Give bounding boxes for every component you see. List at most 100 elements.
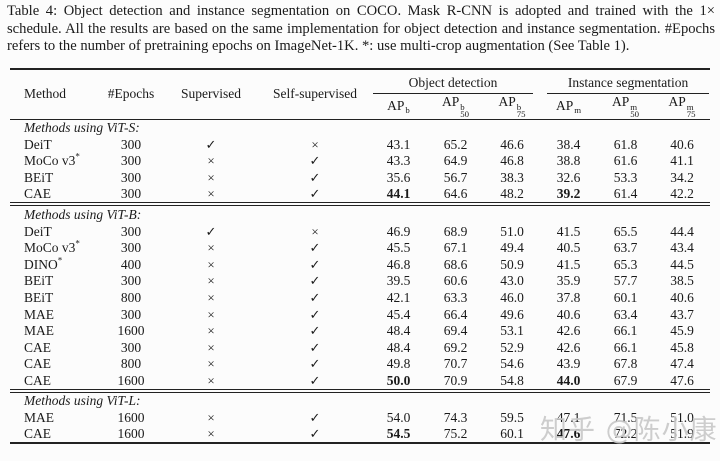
value-cell: 40.6: [670, 290, 694, 306]
method-name: DeiT: [24, 223, 52, 239]
value-cell: 47.4: [670, 356, 694, 372]
value-cell: 48.4: [386, 339, 411, 355]
value-cell: 63.7: [613, 240, 638, 256]
self-supervised-cell: ✓: [309, 356, 321, 372]
table-row: MoCo v3* 300 × ✓ 43.3 64.9 46.8 38.8 61.…: [10, 152, 710, 170]
value-cell: 63.3: [443, 290, 468, 306]
epochs-cell: 1600: [117, 410, 145, 426]
metric-sup: m: [574, 105, 582, 116]
metric-supsub: m 50: [630, 101, 640, 119]
table-row: CAE 800 × ✓ 49.8 70.7 54.6 43.9 67.8 47.…: [10, 356, 710, 373]
epochs-cell: 400: [120, 256, 142, 272]
epochs-cell: 300: [120, 186, 142, 202]
value-cell: 68.6: [443, 256, 468, 272]
table-row: MAE 300 × ✓ 45.4 66.4 49.6 40.6 63.4 43.…: [10, 306, 710, 323]
method-cell: MAE: [10, 323, 100, 340]
method-cell: CAE: [10, 356, 100, 373]
metric-sup: m: [630, 101, 638, 112]
metric-sub: 50: [630, 109, 640, 119]
metric-supsub: b: [405, 106, 409, 115]
col-header-method: Method: [10, 69, 100, 120]
group-label: Instance segmentation: [547, 75, 710, 94]
value-cell: 43.3: [386, 153, 411, 169]
method-name: CAE: [24, 356, 51, 372]
epochs-cell: 300: [120, 223, 142, 239]
self-supervised-cell: ✓: [309, 240, 321, 256]
self-supervised-cell: ×: [311, 136, 319, 152]
method-name: MoCo v3: [24, 153, 76, 169]
value-cell: 45.4: [386, 306, 411, 322]
epochs-cell: 800: [120, 356, 142, 372]
value-cell: 67.1: [443, 240, 468, 256]
value-cell: 60.1: [613, 290, 638, 306]
col-header-epochs: #Epochs: [100, 69, 162, 120]
value-cell: 38.8: [556, 153, 581, 169]
epochs-cell: 1600: [117, 323, 145, 339]
value-cell: 71.5: [613, 410, 638, 426]
col-header-ap-m: AP m: [540, 94, 598, 120]
group-label: Object detection: [373, 75, 534, 94]
method-cell: DeiT: [10, 137, 100, 154]
value-cell: 37.8: [556, 290, 581, 306]
value-cell: 52.9: [500, 339, 524, 355]
supervised-cell: ×: [207, 240, 215, 256]
supervised-cell: ×: [207, 339, 215, 355]
value-cell: 61.4: [613, 186, 638, 202]
method-name: BEiT: [24, 169, 54, 185]
value-cell: 54.0: [386, 410, 411, 426]
value-cell: 48.4: [386, 323, 411, 339]
value-cell: 69.4: [443, 323, 468, 339]
value-cell: 43.0: [500, 273, 524, 289]
section-divider: [10, 388, 711, 393]
value-cell: 61.8: [613, 136, 638, 152]
value-cell: 46.8: [500, 153, 524, 169]
table-row: MAE 1600 × ✓ 48.4 69.4 53.1 42.6 66.1 45…: [10, 323, 710, 340]
method-name: MoCo v3: [24, 240, 76, 256]
value-cell: 67.8: [613, 356, 638, 372]
section-label: Methods using ViT-B:: [24, 206, 142, 222]
metric-sub: 75: [686, 109, 696, 119]
col-header-self-supervised: Self-supervised: [260, 69, 370, 120]
table-row: DeiT 300 ✓ × 46.9 68.9 51.0 41.5 65.5 44…: [10, 223, 710, 240]
supervised-cell: ×: [207, 273, 215, 289]
value-cell: 67.9: [613, 372, 638, 388]
value-cell: 45.8: [670, 339, 694, 355]
value-cell: 39.5: [386, 273, 411, 289]
value-cell: 49.6: [500, 306, 524, 322]
method-cell: DeiT: [10, 223, 100, 240]
value-cell: 49.4: [500, 240, 524, 256]
self-supervised-cell: ✓: [309, 290, 321, 306]
epochs-cell: 300: [120, 240, 142, 256]
table-row: MoCo v3* 300 × ✓ 45.5 67.1 49.4 40.5 63.…: [10, 239, 710, 257]
results-table-container: Method #Epochs Supervised Self-supervise…: [10, 68, 711, 445]
section-divider: [10, 202, 711, 207]
value-cell: 54.8: [500, 372, 524, 388]
metric-base: AP: [387, 97, 405, 113]
method-asterisk: *: [57, 255, 63, 266]
value-cell: 42.6: [556, 323, 581, 339]
value-cell: 38.5: [670, 273, 694, 289]
value-cell: 53.1: [500, 323, 524, 339]
value-cell: 60.1: [500, 426, 524, 442]
col-header-ap-b-75: AP b 75: [484, 94, 541, 120]
method-cell: DINO*: [10, 255, 100, 274]
supervised-cell: ×: [207, 426, 215, 442]
value-cell: 48.2: [500, 186, 524, 202]
value-cell: 66.1: [613, 339, 638, 355]
value-cell: 45.5: [386, 240, 411, 256]
value-cell: 43.7: [670, 306, 694, 322]
group-header-instance-segmentation: Instance segmentation: [540, 69, 710, 94]
supervised-cell: ×: [207, 410, 215, 426]
metric-supsub: b 50: [460, 102, 469, 119]
value-cell: 66.1: [613, 323, 638, 339]
epochs-cell: 300: [120, 153, 142, 169]
method-name: MAE: [24, 410, 54, 426]
self-supervised-cell: ×: [311, 223, 319, 239]
value-cell: 42.6: [556, 339, 581, 355]
method-cell: CAE: [10, 340, 100, 357]
value-cell: 44.5: [670, 256, 694, 272]
value-cell: 47.6: [670, 372, 694, 388]
self-supervised-cell: ✓: [309, 273, 321, 289]
self-supervised-cell: ✓: [309, 169, 321, 185]
value-cell: 41.5: [556, 223, 581, 239]
